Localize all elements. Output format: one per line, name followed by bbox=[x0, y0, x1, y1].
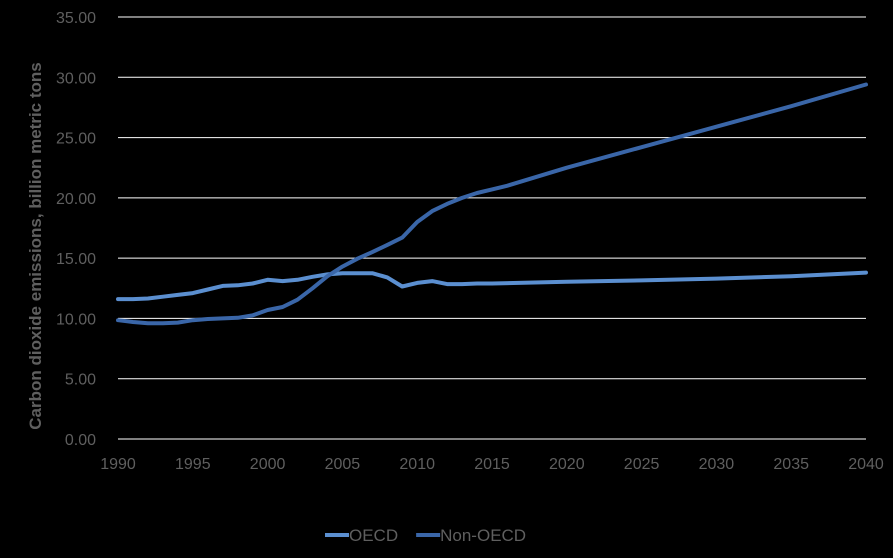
series-line-oecd bbox=[116, 270, 868, 302]
series-line-non-oecd bbox=[116, 82, 868, 326]
y-tick-label: 35.00 bbox=[56, 10, 96, 27]
x-axis-ticks: 1990 1995 2000 2005 2010 2015 2020 2025 2030 2035… bbox=[100, 456, 884, 473]
gridlines bbox=[118, 16, 866, 440]
x-tick-label: 1995 bbox=[175, 456, 211, 473]
x-tick-label: 2020 bbox=[549, 456, 585, 473]
y-tick-label: 30.00 bbox=[56, 70, 96, 87]
y-axis-label: Carbon dioxide emissions, billion metric… bbox=[26, 62, 45, 429]
x-tick-label: 2025 bbox=[624, 456, 660, 473]
legend-label: Non-OECD bbox=[440, 526, 526, 545]
y-tick-label: 0.00 bbox=[65, 432, 96, 449]
x-tick-label: 2035 bbox=[773, 456, 809, 473]
x-tick-label: 2010 bbox=[399, 456, 435, 473]
x-tick-label: 2030 bbox=[699, 456, 735, 473]
legend: OECD Non-OECD bbox=[325, 526, 526, 545]
y-tick-label: 10.00 bbox=[56, 311, 96, 328]
x-tick-label: 2000 bbox=[250, 456, 286, 473]
y-tick-label: 20.00 bbox=[56, 191, 96, 208]
x-tick-label: 2015 bbox=[474, 456, 510, 473]
y-tick-label: 15.00 bbox=[56, 251, 96, 268]
series-lines bbox=[116, 82, 868, 326]
x-tick-label: 2040 bbox=[848, 456, 884, 473]
y-tick-label: 5.00 bbox=[65, 372, 96, 389]
y-axis-ticks: 0.00 5.00 10.00 15.00 20.00 25.00 30.00 35.00 bbox=[56, 10, 96, 449]
x-tick-label: 2005 bbox=[325, 456, 361, 473]
x-tick-label: 1990 bbox=[100, 456, 136, 473]
y-tick-label: 25.00 bbox=[56, 131, 96, 148]
legend-label: OECD bbox=[349, 526, 398, 545]
